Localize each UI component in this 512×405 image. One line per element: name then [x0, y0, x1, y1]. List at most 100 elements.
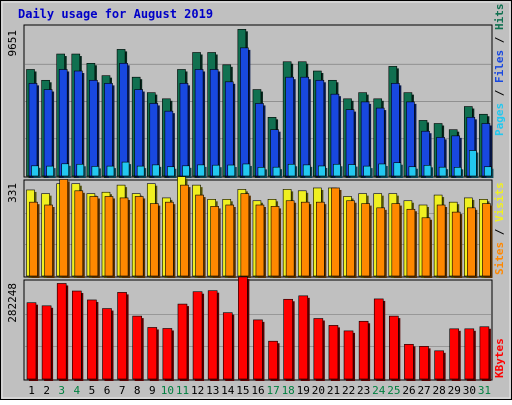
pages-bar-23 [363, 165, 371, 177]
sites-bar-1 [29, 201, 38, 277]
files-bar-25 [391, 83, 400, 177]
legend-hits: Hits [493, 4, 506, 31]
x-tick-label-23: 23 [357, 384, 370, 397]
sites-bar-21 [331, 187, 340, 277]
pages-bar-28 [438, 166, 447, 177]
hits-ymax-label: 9651 [6, 30, 19, 57]
x-tick-label-11: 11 [176, 384, 189, 397]
kbytes-bar-17 [268, 340, 278, 380]
pages-bar-16 [257, 167, 266, 177]
pages-bar-18 [287, 163, 296, 177]
files-bar-6 [104, 83, 113, 177]
kbytes-bar-24 [373, 298, 384, 380]
x-tick-label-8: 8 [134, 384, 141, 397]
files-bar-7 [119, 62, 128, 177]
kbytes-bar-6 [102, 308, 112, 380]
pages-bar-21 [333, 163, 341, 177]
pages-bar-13 [212, 164, 220, 177]
kbytes-bar-27 [419, 346, 429, 380]
files-bar-18 [285, 76, 294, 177]
x-tick-label-25: 25 [387, 384, 400, 397]
x-tick-label-9: 9 [149, 384, 156, 397]
x-tick-label-7: 7 [119, 384, 126, 397]
pages-bar-2 [46, 165, 54, 177]
chart-title: Daily usage for August 2019 [18, 7, 213, 21]
kbytes-bar-25 [389, 315, 399, 380]
sites-bar-8 [134, 196, 144, 277]
x-tick-label-10: 10 [161, 384, 174, 397]
sites-bar-15 [240, 193, 250, 277]
x-tick-label-12: 12 [191, 384, 204, 397]
x-tick-label-4: 4 [74, 384, 81, 397]
legend-sites-visits: Sites / Visits [493, 182, 506, 275]
sites-bar-22 [346, 200, 355, 277]
x-axis-labels: 1 2 3 4 5 6 7 8 9 10 11 12 13 14 15 16 17 18 19 20 21 22 23 24 2… [28, 384, 491, 397]
kbytes-bar-7 [117, 292, 127, 380]
kbytes-bar-18 [283, 298, 293, 380]
x-tick-label-5: 5 [89, 384, 96, 397]
pages-bar-10 [167, 166, 175, 177]
sites-bar-5 [89, 196, 99, 277]
kbytes-bar-21 [328, 325, 339, 380]
sites-bar-10 [165, 201, 174, 277]
kbytes-bar-14 [222, 312, 233, 380]
x-tick-label-28: 28 [433, 384, 446, 397]
pages-bar-4 [76, 163, 85, 177]
kbytes-bar-15 [238, 276, 248, 380]
sites-bar-2 [44, 204, 53, 277]
files-bar-26 [406, 101, 415, 177]
kbytes-ymax-label: 282248 [6, 283, 19, 323]
pages-bar-12 [197, 164, 205, 177]
files-bar-5 [89, 79, 98, 177]
files-bar-21 [330, 93, 340, 177]
x-tick-label-17: 17 [266, 384, 279, 397]
files-bar-2 [43, 89, 53, 177]
sites-bar-11 [180, 184, 189, 277]
legend-sep-3: / [493, 222, 506, 242]
sites-bar-9 [149, 203, 159, 277]
kbytes-bar-23 [358, 320, 369, 380]
legend-pages: Pages [493, 103, 506, 136]
kbytes-bar-28 [434, 350, 444, 380]
kbytes-bar-31 [479, 326, 490, 380]
pages-bar-20 [318, 165, 326, 177]
x-tick-label-16: 16 [251, 384, 264, 397]
visits-ymax-label: 331 [6, 183, 19, 203]
pages-bar-29 [453, 167, 462, 177]
x-tick-label-26: 26 [402, 384, 415, 397]
kbytes-bar-22 [343, 330, 354, 380]
x-tick-label-13: 13 [206, 384, 219, 397]
files-bar-3 [58, 69, 68, 177]
sites-bar-14 [225, 204, 235, 277]
sites-bar-29 [451, 211, 461, 277]
x-tick-label-14: 14 [221, 384, 235, 397]
files-bar-4 [73, 70, 83, 177]
kbytes-bar-13 [207, 290, 218, 380]
sites-bar-13 [210, 206, 219, 277]
files-bar-23 [360, 101, 370, 177]
x-tick-label-30: 30 [463, 384, 476, 397]
files-bar-10 [164, 110, 174, 177]
x-tick-label-1: 1 [28, 384, 35, 397]
sites-bar-23 [361, 203, 370, 277]
files-bar-13 [209, 69, 219, 177]
legend-sites: Sites [493, 242, 506, 275]
x-tick-label-27: 27 [417, 384, 430, 397]
sites-bar-12 [195, 194, 204, 277]
legend-pages-files-hits: Pages / Files / Hits [493, 4, 506, 137]
x-tick-label-31: 31 [478, 384, 491, 397]
sites-bar-18 [285, 200, 295, 277]
pages-bar-8 [136, 165, 145, 177]
pages-bar-17 [272, 166, 281, 177]
x-tick-label-18: 18 [282, 384, 295, 397]
pages-bar-9 [151, 164, 160, 177]
kbytes-bar-30 [464, 328, 475, 380]
sites-bar-19 [300, 201, 310, 277]
sites-bar-4 [74, 190, 84, 277]
sites-bar-16 [255, 204, 265, 277]
sites-bar-27 [421, 217, 431, 277]
kbytes-bar-26 [404, 343, 414, 380]
pages-bar-3 [61, 163, 69, 177]
kbytes-bar-8 [132, 315, 142, 380]
